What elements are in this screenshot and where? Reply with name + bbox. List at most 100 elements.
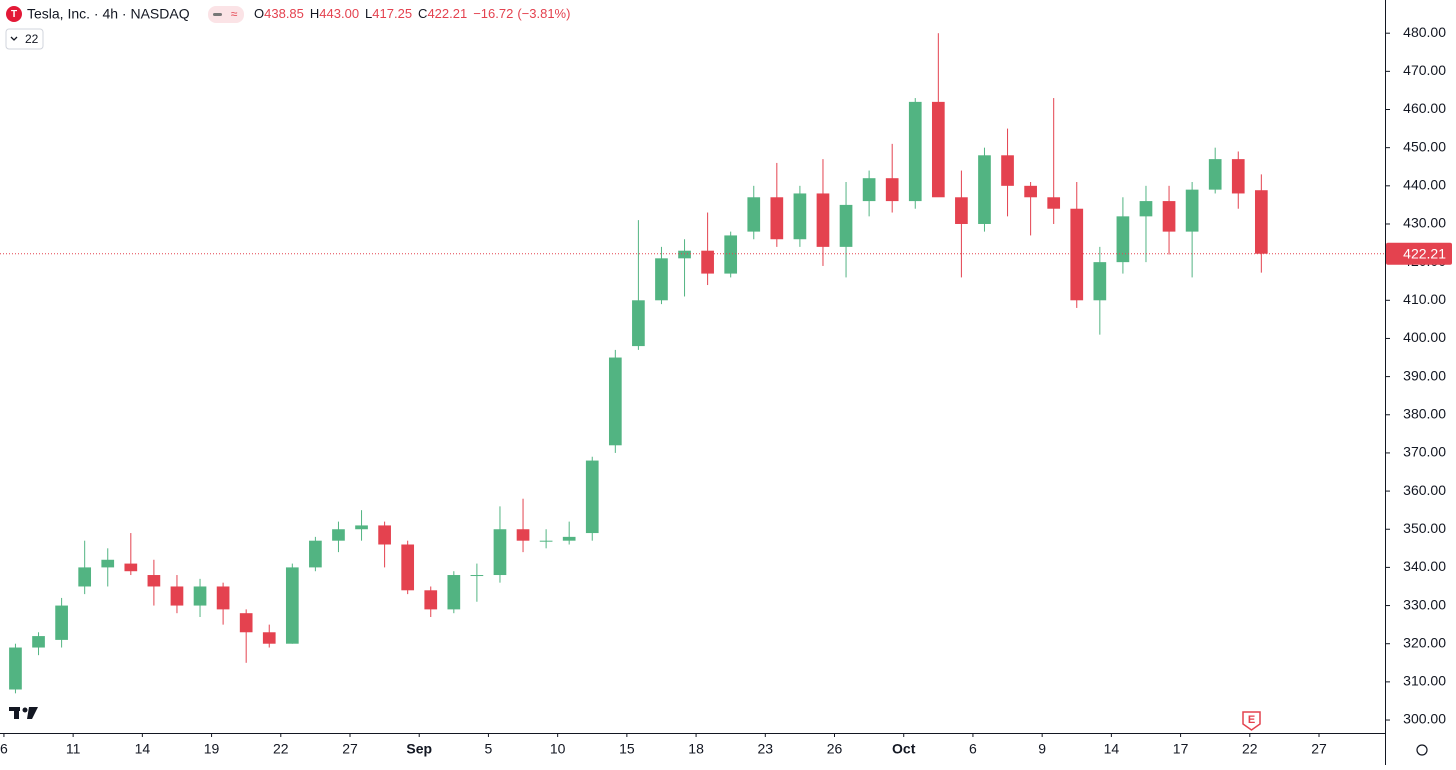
candle-body xyxy=(562,536,576,541)
x-tick-label: 27 xyxy=(342,741,358,757)
candle-body xyxy=(262,632,276,644)
y-tick-label: 470.00 xyxy=(1403,62,1446,78)
candle-body xyxy=(516,529,530,541)
candle-body xyxy=(701,250,714,274)
ohlc-label: C xyxy=(418,6,427,21)
last-price-badge xyxy=(1386,242,1452,265)
candle-body xyxy=(55,605,68,640)
x-tick-label: Sep xyxy=(406,741,432,757)
candle-body xyxy=(1093,262,1107,301)
candle-body xyxy=(839,204,853,247)
x-tick-label: 22 xyxy=(273,741,289,757)
candle-body xyxy=(1047,197,1061,209)
x-tick-label: 11 xyxy=(66,741,81,757)
y-tick-label: 450.00 xyxy=(1403,138,1446,154)
candle-body xyxy=(885,178,899,202)
y-tick-label: 370.00 xyxy=(1403,444,1446,460)
candle-body xyxy=(978,155,991,224)
candle-body xyxy=(539,540,553,542)
indicator-count: 22 xyxy=(25,32,39,46)
tv-logo xyxy=(9,707,38,719)
x-tick-label: 18 xyxy=(688,741,704,757)
candle-body xyxy=(1116,216,1130,263)
x-tick-label: 6 xyxy=(0,741,8,757)
candle-body xyxy=(470,575,484,577)
candle-body xyxy=(447,575,461,610)
candle-body xyxy=(793,193,807,240)
candle-body xyxy=(493,529,507,576)
indicator-chevron xyxy=(10,36,18,41)
x-tick-label: Oct xyxy=(892,741,916,757)
x-tick-label: 26 xyxy=(827,741,843,757)
x-tick-label: 15 xyxy=(619,741,635,757)
candle-body xyxy=(608,357,622,446)
y-tick-label: 410.00 xyxy=(1403,291,1446,307)
candle-body xyxy=(862,178,876,202)
candle-body xyxy=(1001,155,1014,186)
candle-body xyxy=(147,575,161,587)
symbol-logo-letter: T xyxy=(11,9,17,20)
y-tick-label: 380.00 xyxy=(1403,405,1446,421)
ohlc-value: 443.00 xyxy=(319,6,359,21)
candle-body xyxy=(1231,159,1245,194)
candle-body xyxy=(78,567,92,587)
x-tick-label: 14 xyxy=(135,741,151,757)
candle-body xyxy=(170,586,184,606)
settings-icon[interactable] xyxy=(1416,744,1428,756)
change-pct: (−3.81%) xyxy=(517,6,570,21)
y-tick-label: 440.00 xyxy=(1403,177,1446,193)
indicator-toggle[interactable] xyxy=(5,28,44,50)
candle-body xyxy=(32,636,45,648)
candle-body xyxy=(1070,208,1084,301)
candle-body xyxy=(1162,201,1176,232)
x-tick-label: 27 xyxy=(1311,741,1327,757)
candle-body xyxy=(747,197,761,232)
x-tick-label: 19 xyxy=(204,741,220,757)
ohlc-label: O xyxy=(254,6,264,21)
x-tick-label: 23 xyxy=(758,741,774,757)
y-tick-label: 330.00 xyxy=(1403,596,1446,612)
x-tick-label: 6 xyxy=(969,741,977,757)
candle-body xyxy=(816,193,830,247)
x-tick-label: 22 xyxy=(1242,741,1258,757)
y-tick-label: 460.00 xyxy=(1403,100,1446,116)
candle-body xyxy=(216,586,230,610)
candle-body xyxy=(1254,190,1268,254)
x-tick-label: 5 xyxy=(485,741,493,757)
ohlc-value: 422.21 xyxy=(427,6,467,21)
earnings-marker[interactable]: E xyxy=(1242,711,1261,731)
candle-body xyxy=(239,613,253,633)
candle-body xyxy=(655,258,668,301)
candle-body xyxy=(424,590,438,610)
y-tick-label: 320.00 xyxy=(1403,634,1446,650)
svg-text:E: E xyxy=(1248,714,1255,726)
status-icon: ≈ xyxy=(231,7,238,21)
candle-body xyxy=(355,525,368,530)
x-tick-label: 17 xyxy=(1173,741,1189,757)
y-tick-label: 480.00 xyxy=(1403,24,1446,40)
x-tick-label: 14 xyxy=(1104,741,1120,757)
candle-body xyxy=(770,197,784,240)
last-price-label: 422.21 xyxy=(1403,245,1446,261)
candle-body xyxy=(285,567,299,644)
candle-body xyxy=(124,563,138,572)
ohlc-label: H xyxy=(310,6,319,21)
ohlc-label: L xyxy=(365,6,372,21)
ohlc-text: O438.85 H443.00 L417.25 C422.21 −16.72 (−3.81… xyxy=(254,6,570,21)
status-dot xyxy=(213,13,222,16)
candle-body xyxy=(632,300,645,347)
ohlc-value: 438.85 xyxy=(264,6,304,21)
y-tick-label: 340.00 xyxy=(1403,558,1446,574)
symbol-logo xyxy=(6,6,22,22)
candle-body xyxy=(955,197,968,224)
ohlc-legend: O438.85 H443.00 L417.25 C422.21 −16.72 (−3.81… xyxy=(254,6,570,21)
candle-body xyxy=(908,101,922,202)
y-tick-label: 360.00 xyxy=(1403,482,1446,498)
candle-body xyxy=(1208,159,1222,190)
candle-body xyxy=(678,250,691,259)
y-tick-label: 390.00 xyxy=(1403,367,1446,383)
candle-body xyxy=(332,529,345,541)
